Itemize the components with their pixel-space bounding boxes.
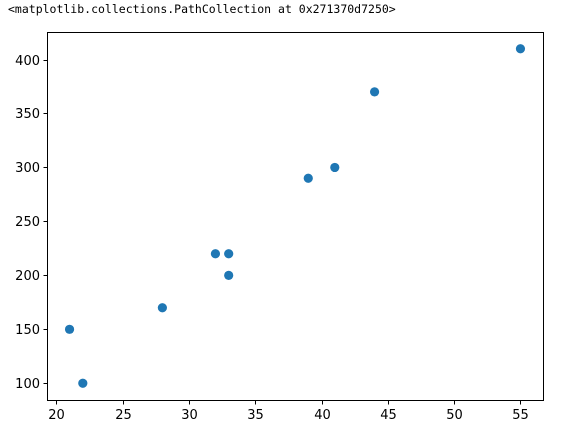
data-point <box>224 270 234 280</box>
x-axis: 20 25 30 35 40 45 50 55 <box>48 400 529 423</box>
x-tick-label: 45 <box>380 408 397 423</box>
data-point <box>224 249 234 259</box>
x-tick-label: 35 <box>247 408 264 423</box>
x-tick-label: 25 <box>115 408 132 423</box>
data-point <box>210 249 221 259</box>
x-tick-label: 30 <box>181 408 198 423</box>
y-tick-label: 400 <box>15 54 40 69</box>
data-points <box>64 44 526 388</box>
axes-frame <box>47 32 544 401</box>
y-tick-label: 200 <box>15 269 40 284</box>
data-point <box>515 44 526 54</box>
y-axis: 100 150 200 250 300 350 400 <box>15 54 48 392</box>
data-point <box>64 324 75 334</box>
y-tick-label: 300 <box>15 161 40 176</box>
data-point <box>369 87 380 97</box>
x-tick-label: 20 <box>48 408 65 423</box>
y-tick-label: 250 <box>15 215 40 230</box>
cell-output-repr: <matplotlib.collections.PathCollection a… <box>8 2 396 16</box>
x-tick-label: 55 <box>512 408 529 423</box>
data-point <box>330 162 340 173</box>
y-tick-label: 350 <box>15 107 40 122</box>
y-tick-label: 150 <box>15 323 40 338</box>
y-tick-label: 100 <box>15 377 40 392</box>
x-tick-label: 50 <box>446 408 463 423</box>
x-tick-label: 40 <box>314 408 331 423</box>
data-point <box>303 173 313 183</box>
data-point <box>157 303 167 313</box>
data-point <box>78 378 88 388</box>
